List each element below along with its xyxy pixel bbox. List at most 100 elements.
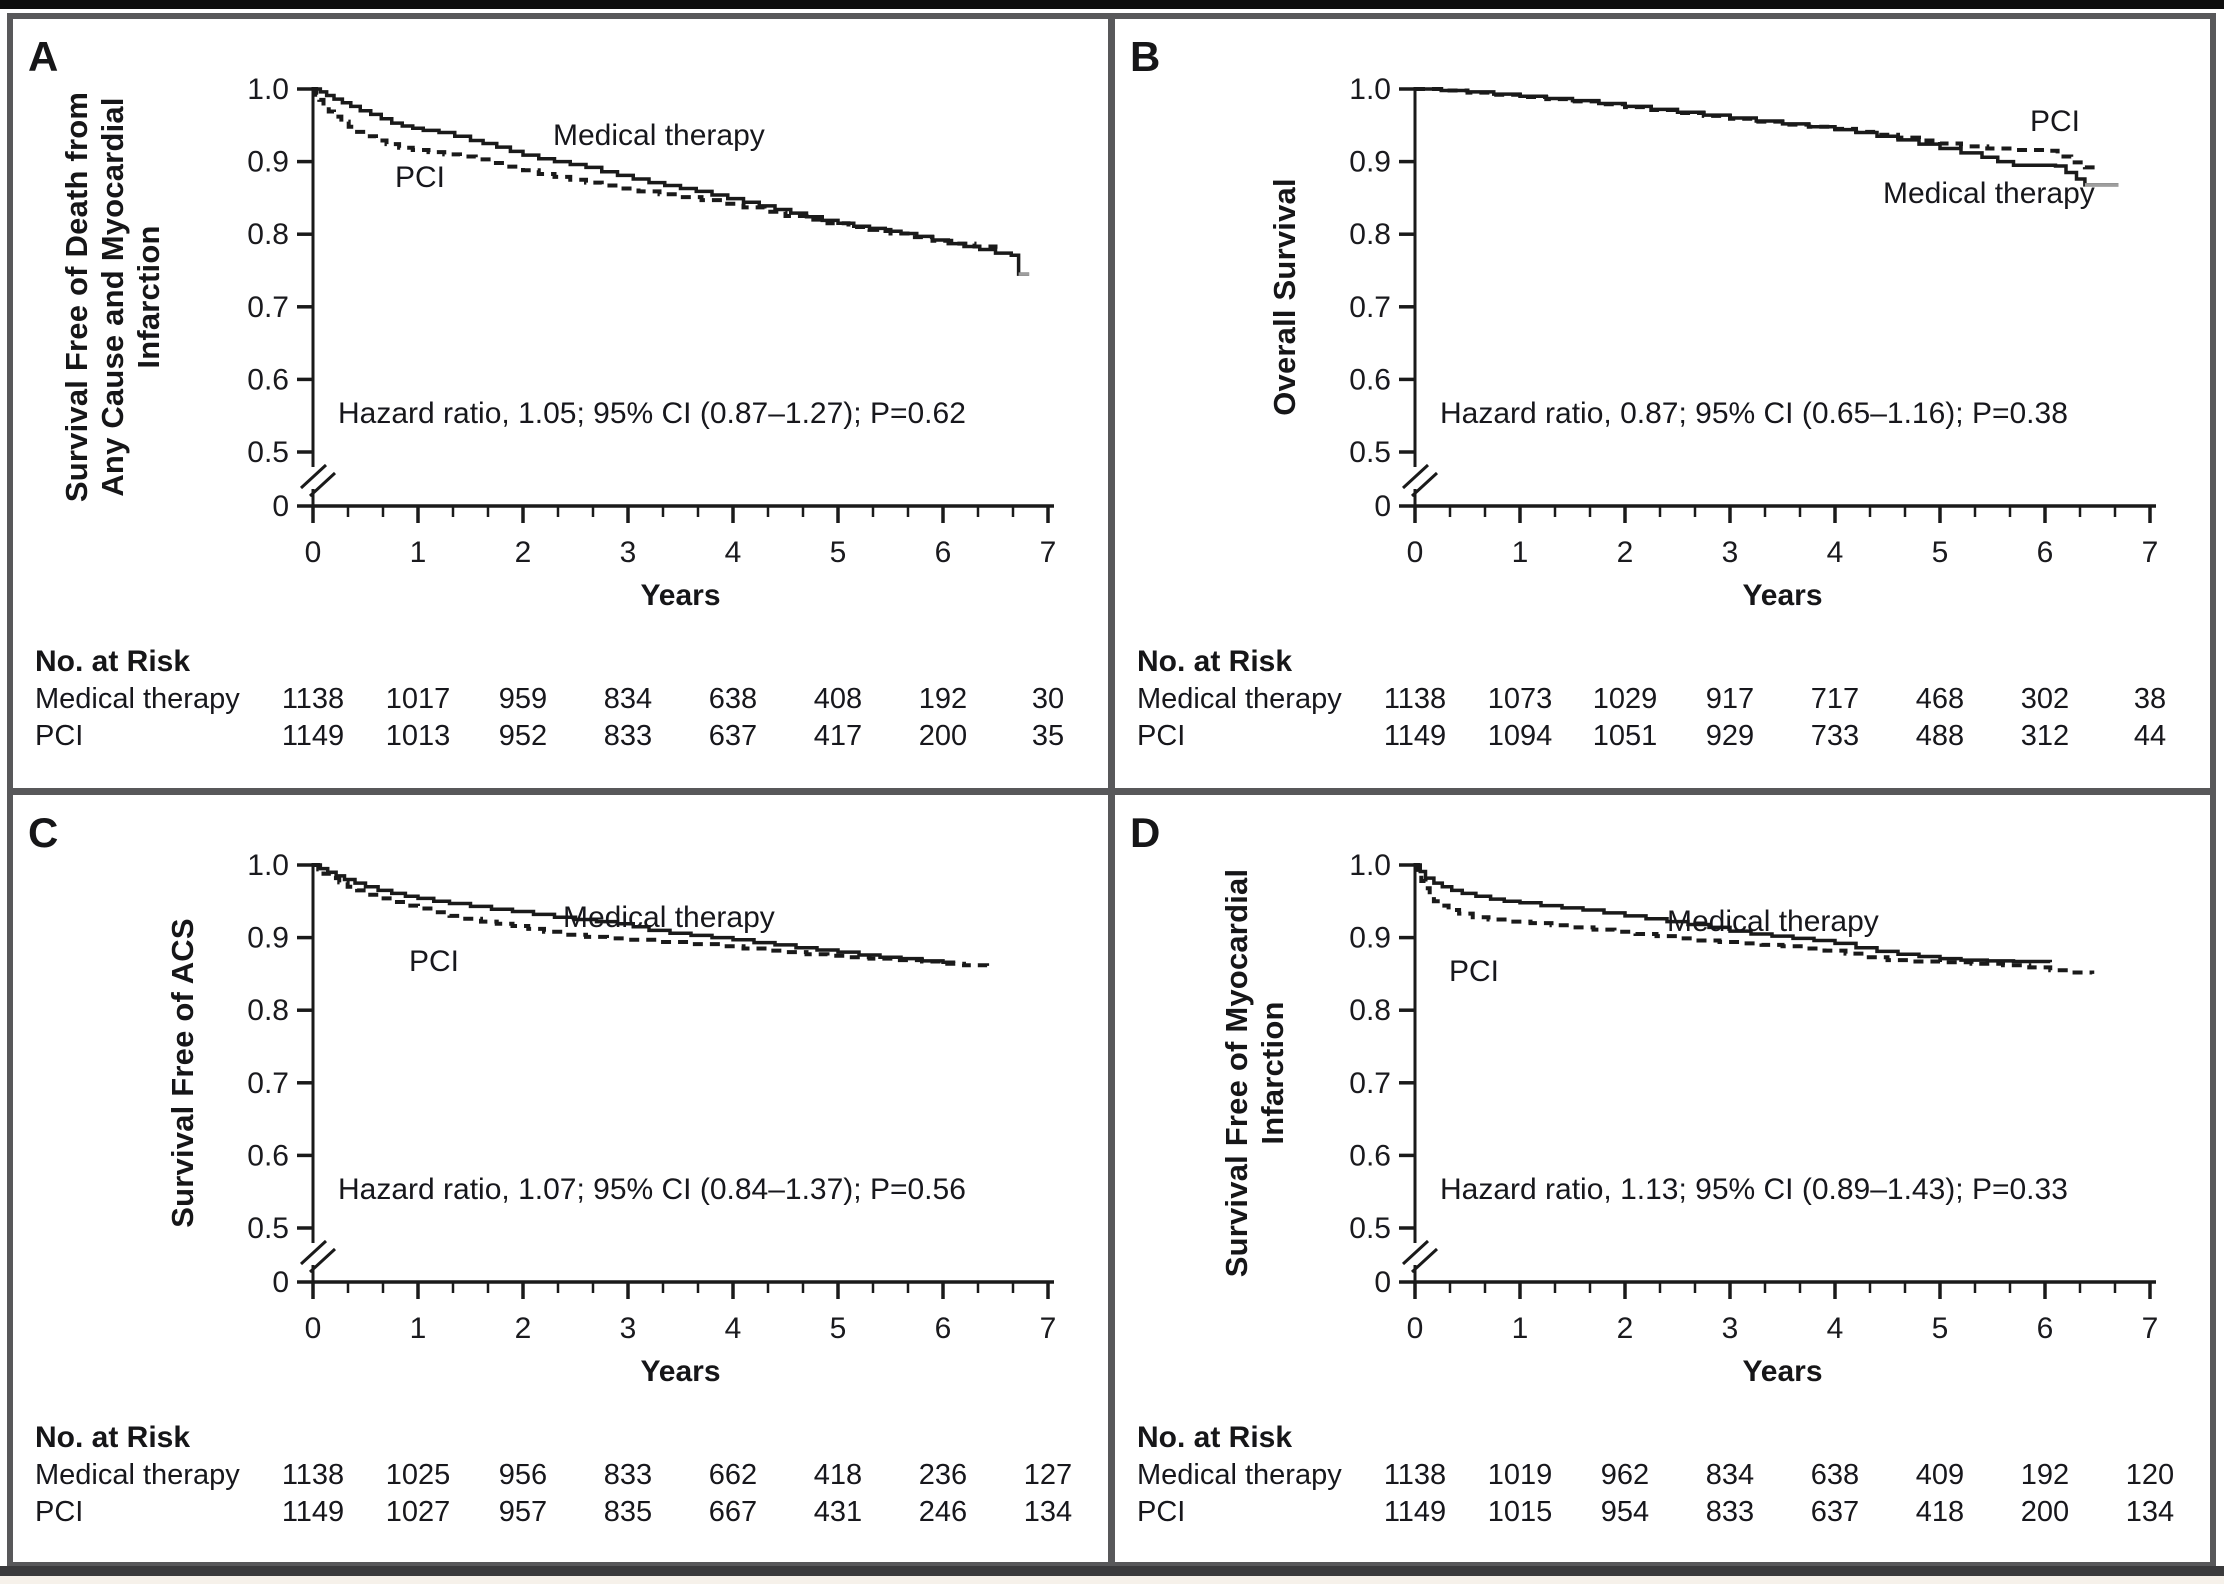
risk-count: 834: [1705, 1459, 1755, 1491]
y-axis-break-slash: [299, 1239, 328, 1266]
risk-count: 638: [708, 683, 758, 715]
y-tick-label: 0.5: [247, 436, 289, 469]
y-axis-break-slash: [1401, 463, 1430, 490]
risk-count: 417: [813, 720, 863, 752]
risk-count: 1019: [1487, 1459, 1553, 1491]
y-tick-label: 0.7: [247, 291, 289, 324]
y-axis-break-slash: [1401, 1239, 1430, 1266]
y-tick-label: 0.5: [1349, 1212, 1391, 1245]
risk-row-pci: PCI 1149 1013 952 833 637 417 200 35: [13, 720, 1108, 754]
risk-count: 1051: [1592, 720, 1658, 752]
risk-count: 1138: [281, 683, 345, 715]
medical-therapy-survival-curve: [313, 863, 956, 965]
risk-count: 44: [2133, 720, 2167, 752]
risk-count: 833: [1705, 1496, 1755, 1528]
y-tick-label: 0.8: [247, 994, 289, 1027]
y-tick-label: 0: [1374, 490, 1391, 523]
risk-table-heading: No. at Risk: [35, 645, 191, 678]
panel-letter: B: [1130, 33, 1161, 80]
risk-row-label: PCI: [35, 720, 84, 752]
x-axis-title: Years: [640, 1355, 721, 1388]
bottom-caption-strip: [0, 1576, 2224, 1584]
y-tick-label: 1.0: [247, 73, 289, 106]
y-tick-label: 1.0: [247, 849, 289, 882]
risk-count: 833: [603, 720, 653, 752]
x-tick-label: 3: [1722, 1312, 1739, 1345]
pci-survival-curve: [1415, 863, 2095, 975]
risk-count: 952: [498, 720, 548, 752]
risk-count: 431: [813, 1496, 863, 1528]
risk-row-label: PCI: [1137, 1496, 1186, 1528]
risk-count: 488: [1915, 720, 1965, 752]
risk-row-medical-therapy: Medical therapy 1138 1025 956 833 662 418 236 1…: [13, 1459, 1108, 1493]
curve-label-medical-therapy: Medical therapy: [553, 119, 765, 152]
risk-count: 1149: [1383, 720, 1447, 752]
x-axis-title: Years: [1742, 579, 1823, 612]
y-tick-label: 0.9: [1349, 922, 1391, 955]
risk-row-medical-therapy: Medical therapy 1138 1017 959 834 638 408 192 3…: [13, 683, 1108, 717]
risk-count: 192: [918, 683, 968, 715]
x-tick-label: 5: [830, 536, 847, 569]
risk-count: 418: [813, 1459, 863, 1491]
panel-c: C Survival Free of ACS 1.0 0.9 0.8 0.7 0.6 0.…: [13, 795, 1108, 1564]
panel-letter: D: [1130, 809, 1161, 856]
risk-row-label: PCI: [1137, 720, 1186, 752]
risk-count: 667: [708, 1496, 758, 1528]
medical-therapy-survival-curve: [313, 87, 1030, 276]
panel-a: A Survival Free of Death from Any Cause a…: [13, 19, 1108, 788]
risk-count: 1017: [385, 683, 451, 715]
curve-label-pci: PCI: [1449, 955, 1500, 988]
y-tick-label: 0.7: [1349, 1067, 1391, 1100]
risk-count: 1094: [1487, 720, 1553, 752]
risk-count: 1149: [1383, 1496, 1447, 1528]
curve-label-pci: PCI: [395, 161, 446, 194]
y-tick-label: 0.6: [1349, 1139, 1391, 1172]
risk-row-pci: PCI 1149 1094 1051 929 733 488 312 44: [1115, 720, 2210, 754]
risk-count: 835: [603, 1496, 653, 1528]
panel-d: D Survival Free of Myocardial Infarction …: [1115, 795, 2210, 1564]
risk-count: 717: [1810, 683, 1860, 715]
x-tick-label: 6: [935, 536, 952, 569]
y-tick-label: 0.8: [1349, 994, 1391, 1027]
curve-label-medical-therapy: Medical therapy: [563, 901, 775, 934]
panel-letter: A: [28, 33, 59, 80]
risk-count: 418: [1915, 1496, 1965, 1528]
risk-count: 408: [813, 683, 863, 715]
survival-plot: 1.0 0.9 0.8 0.7 0.6 0.5 00 1 2 3 4 5 6 7: [1349, 849, 2158, 1345]
pci-survival-curve: [313, 87, 998, 249]
x-tick-label: 0: [1407, 1312, 1424, 1345]
panel-b: B Overall Survival 1.0 0.9 0.8 0.7 0.6 0.5 0 0 1…: [1115, 19, 2210, 788]
risk-count: 312: [2020, 720, 2070, 752]
risk-row-label: Medical therapy: [35, 1459, 240, 1491]
hazard-ratio-annotation: Hazard ratio, 0.87; 95% CI (0.65–1.16); …: [1440, 397, 2068, 430]
y-tick-label: 0.9: [247, 922, 289, 955]
risk-count: 637: [708, 720, 758, 752]
risk-count: 1025: [385, 1459, 451, 1491]
risk-count: 962: [1600, 1459, 1650, 1491]
y-tick-label: 0.5: [1349, 436, 1391, 469]
x-tick-label: 0: [1407, 536, 1424, 569]
x-tick-label: 1: [1512, 1312, 1529, 1345]
x-tick-label: 5: [1932, 536, 1949, 569]
risk-count: 662: [708, 1459, 758, 1491]
risk-count: 1149: [281, 720, 345, 752]
x-tick-label: 2: [1617, 1312, 1634, 1345]
risk-table-heading: No. at Risk: [1137, 645, 1293, 678]
y-axis-break-slash: [1410, 471, 1439, 498]
risk-row-pci: PCI 1149 1015 954 833 637 418 200 134: [1115, 1496, 2210, 1530]
curve-label-medical-therapy: Medical therapy: [1667, 905, 1879, 938]
x-tick-label: 4: [1827, 536, 1844, 569]
risk-count: 120: [2125, 1459, 2175, 1491]
x-tick-label: 0: [305, 536, 322, 569]
risk-row-label: Medical therapy: [35, 683, 240, 715]
risk-count: 1015: [1487, 1496, 1553, 1528]
risk-row-pci: PCI 1149 1027 957 835 667 431 246 134: [13, 1496, 1108, 1530]
y-tick-label: 0.5: [247, 1212, 289, 1245]
top-border-bar: [0, 0, 2224, 9]
risk-count: 468: [1915, 683, 1965, 715]
horizontal-panel-divider: [7, 788, 2216, 795]
y-tick-label: 0.6: [247, 1139, 289, 1172]
y-tick-label: 0.6: [1349, 363, 1391, 396]
survival-plot: 1.0 0.9 0.8 0.7 0.6 0.5 00 1 2 3 4 5 6 7: [247, 849, 1056, 1345]
